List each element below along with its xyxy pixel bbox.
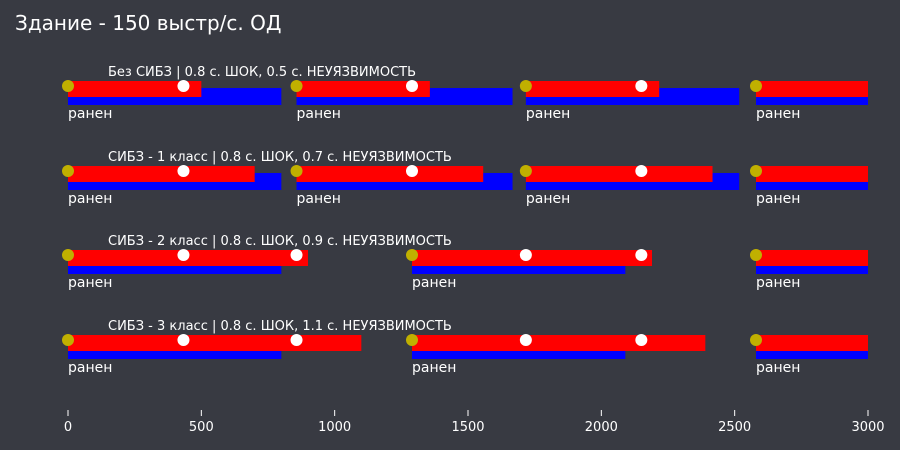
x-tick-label: 0 — [64, 420, 72, 435]
x-tick-label: 2000 — [585, 420, 618, 435]
hit-row: Без СИБЗ | 0.8 с. ШОК, 0.5 с. НЕУЯЗВИМОС… — [62, 65, 868, 122]
start-marker — [290, 80, 303, 92]
segment: ранен — [406, 334, 706, 376]
hit-marker — [635, 165, 648, 177]
shock-bar — [296, 166, 484, 182]
segment: ранен — [750, 334, 868, 376]
start-marker — [750, 334, 762, 346]
start-marker — [750, 80, 762, 92]
x-tick-label: 3000 — [851, 420, 884, 435]
hit-marker — [177, 80, 190, 92]
row-label: СИБЗ - 2 класс | 0.8 с. ШОК, 0.9 с. НЕУЯ… — [108, 234, 452, 249]
start-marker — [519, 80, 532, 92]
start-marker — [519, 165, 532, 177]
start-marker — [406, 249, 418, 261]
hit-row: СИБЗ - 2 класс | 0.8 с. ШОК, 0.9 с. НЕУЯ… — [62, 234, 868, 291]
hit-marker — [177, 249, 190, 261]
shock-bar — [525, 166, 713, 182]
hit-marker — [177, 165, 190, 177]
state-label: ранен — [68, 191, 112, 207]
shock-bar — [525, 81, 660, 97]
shock-bar — [756, 250, 868, 266]
shock-bar — [756, 81, 868, 97]
segment: ранен — [62, 165, 282, 207]
start-marker — [62, 249, 74, 261]
state-label: ранен — [756, 106, 800, 122]
shock-bar — [756, 335, 868, 351]
hit-marker — [290, 249, 303, 261]
segment: ранен — [750, 80, 868, 122]
segment: ранен — [406, 249, 652, 291]
segment: ранен — [62, 80, 282, 122]
segment: ранен — [519, 80, 740, 122]
segment: ранен — [750, 249, 868, 291]
segment: ранен — [62, 334, 362, 376]
x-tick-label: 1000 — [318, 420, 351, 435]
hit-marker — [406, 80, 418, 92]
start-marker — [750, 165, 762, 177]
state-label: ранен — [756, 360, 800, 376]
hit-marker — [290, 334, 303, 346]
hit-marker — [519, 249, 532, 261]
x-tick-label: 1500 — [451, 420, 484, 435]
state-label: ранен — [412, 360, 456, 376]
row-label: СИБЗ - 3 класс | 0.8 с. ШОК, 1.1 с. НЕУЯ… — [108, 319, 452, 334]
row-label: СИБЗ - 1 класс | 0.8 с. ШОК, 0.7 с. НЕУЯ… — [108, 150, 452, 165]
state-label: ранен — [526, 191, 570, 207]
hit-marker — [635, 80, 648, 92]
shock-bar — [68, 335, 362, 351]
start-marker — [62, 80, 74, 92]
start-marker — [406, 334, 418, 346]
segment: ранен — [62, 249, 308, 291]
chart-title: Здание - 150 выстр/с. ОД — [15, 11, 281, 35]
start-marker — [290, 165, 303, 177]
segment: ранен — [519, 165, 740, 207]
state-label: ранен — [68, 360, 112, 376]
state-label: ранен — [756, 275, 800, 291]
start-marker — [750, 249, 762, 261]
state-label: ранен — [68, 275, 112, 291]
shock-bar — [68, 166, 255, 182]
state-label: ранен — [297, 106, 341, 122]
row-label: Без СИБЗ | 0.8 с. ШОК, 0.5 с. НЕУЯЗВИМОС… — [108, 65, 416, 80]
hit-marker — [177, 334, 190, 346]
start-marker — [62, 334, 74, 346]
start-marker — [62, 165, 74, 177]
hit-row: СИБЗ - 1 класс | 0.8 с. ШОК, 0.7 с. НЕУЯ… — [62, 150, 868, 207]
state-label: ранен — [297, 191, 341, 207]
hit-marker — [635, 334, 648, 346]
x-tick-label: 2500 — [718, 420, 751, 435]
segment: ранен — [290, 165, 513, 207]
shock-bar — [412, 250, 652, 266]
hit-marker — [519, 334, 532, 346]
state-label: ранен — [412, 275, 456, 291]
state-label: ранен — [68, 106, 112, 122]
state-label: ранен — [526, 106, 570, 122]
x-tick-label: 500 — [189, 420, 214, 435]
segment: ранен — [750, 165, 868, 207]
shock-bar — [412, 335, 706, 351]
shock-bar — [68, 81, 202, 97]
segment: ранен — [290, 80, 513, 122]
x-axis: 0 500 1000 1500 2000 2500 3000 — [64, 410, 885, 435]
hit-marker — [635, 249, 648, 261]
hit-marker — [406, 165, 418, 177]
shock-bar — [296, 81, 430, 97]
state-label: ранен — [756, 191, 800, 207]
shock-bar — [756, 166, 868, 182]
rows-layer: Без СИБЗ | 0.8 с. ШОК, 0.5 с. НЕУЯЗВИМОС… — [62, 65, 868, 376]
hit-row: СИБЗ - 3 класс | 0.8 с. ШОК, 1.1 с. НЕУЯ… — [62, 319, 868, 376]
